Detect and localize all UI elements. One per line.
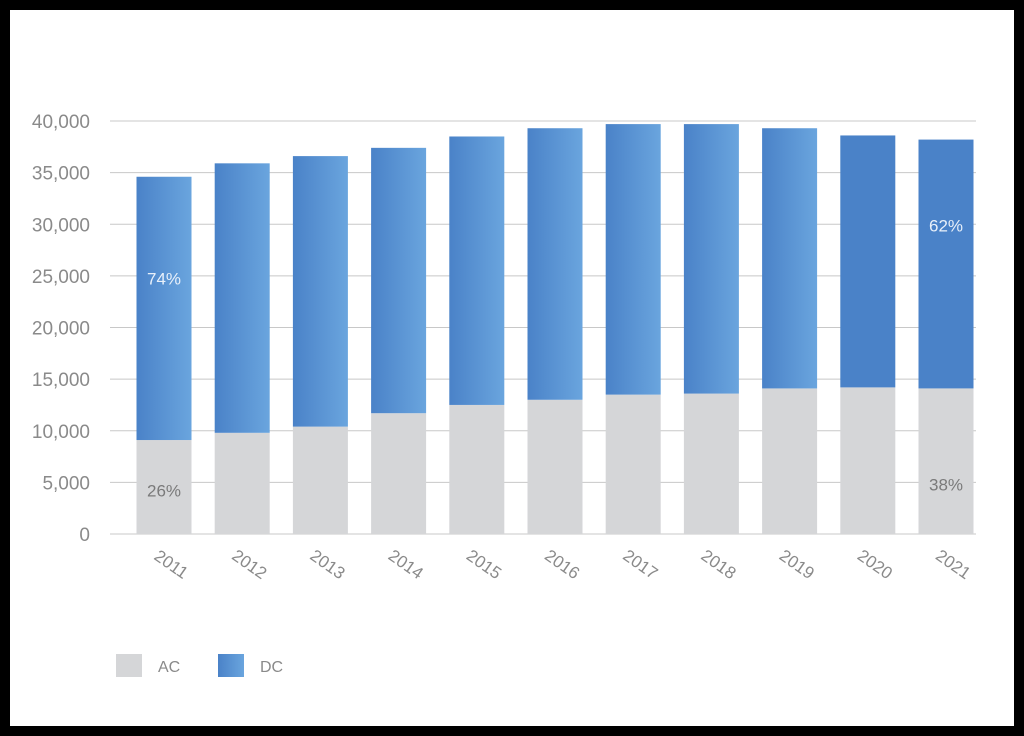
- bars: [136, 124, 974, 534]
- y-tick-label: 20,000: [32, 319, 90, 340]
- y-tick-label: 30,000: [32, 215, 90, 236]
- legend: AC DC: [116, 654, 283, 677]
- x-tick-label: 2018: [698, 546, 740, 583]
- x-tick-label: 2013: [307, 546, 349, 583]
- percent-label: 74%: [147, 270, 181, 289]
- y-tick-label: 15,000: [32, 370, 90, 391]
- bar-dc-2012: [214, 163, 270, 433]
- legend-label-ac: AC: [158, 659, 180, 676]
- y-tick-label: 40,000: [32, 112, 90, 133]
- bar-dc-2018: [683, 124, 739, 394]
- bar-dc-2019: [762, 128, 818, 389]
- y-tick-label: 5,000: [42, 473, 90, 494]
- x-tick-label: 2016: [541, 546, 583, 583]
- percent-label: 62%: [929, 217, 963, 236]
- x-tick-label: 2017: [619, 546, 661, 583]
- bar-dc-2017: [605, 124, 661, 395]
- bar-ac-2021: [918, 388, 974, 534]
- bar-ac-2014: [371, 413, 427, 534]
- bar-dc-2011: [136, 176, 192, 441]
- y-tick-label: 10,000: [32, 422, 90, 443]
- x-tick-label: 2021: [932, 546, 974, 583]
- bar-dc-2021: [918, 139, 974, 389]
- legend-swatch-ac: [116, 654, 142, 677]
- bar-ac-2020: [840, 387, 896, 534]
- x-tick-label: 2012: [228, 546, 270, 583]
- bar-ac-2011: [136, 440, 192, 534]
- bar-dc-2020: [840, 135, 896, 388]
- bar-dc-2016: [527, 128, 583, 400]
- bar-dc-2013: [292, 156, 348, 427]
- bar-dc-2014: [371, 147, 427, 414]
- y-tick-label: 35,000: [32, 164, 90, 185]
- bar-dc-2015: [449, 136, 505, 405]
- bar-ac-2012: [214, 432, 270, 534]
- x-tick-label: 2011: [151, 546, 192, 583]
- percentage-labels: 74% 26% 62% 38%: [147, 217, 963, 501]
- bar-ac-2013: [292, 426, 348, 534]
- bar-ac-2019: [762, 388, 818, 534]
- x-tick-label: 2019: [776, 546, 818, 583]
- chart-frame: 0 5,000 10,000 15,000 20,000 25,000 30,000 35,0…: [10, 10, 1014, 726]
- bar-ac-2016: [527, 399, 583, 534]
- percent-label: 38%: [929, 475, 963, 494]
- bar-ac-2018: [683, 393, 739, 534]
- stacked-bar-chart: 0 5,000 10,000 15,000 20,000 25,000 30,000 35,0…: [32, 112, 976, 677]
- y-axis-tick-labels: 0 5,000 10,000 15,000 20,000 25,000 30,000 35,0…: [32, 112, 90, 546]
- x-tick-label: 2020: [854, 546, 896, 583]
- legend-swatch-dc: [218, 654, 244, 677]
- bar-ac-2015: [449, 404, 505, 534]
- bar-ac-2017: [605, 394, 661, 534]
- x-axis-tick-labels: 2011 2012 2013 2014 2015 2016 2017 2018 2019 2020…: [151, 546, 974, 583]
- x-tick-label: 2014: [385, 546, 427, 583]
- percent-label: 26%: [147, 481, 181, 500]
- legend-label-dc: DC: [260, 659, 283, 676]
- x-tick-label: 2015: [463, 546, 505, 583]
- y-tick-label: 0: [79, 525, 90, 546]
- y-tick-label: 25,000: [32, 267, 90, 288]
